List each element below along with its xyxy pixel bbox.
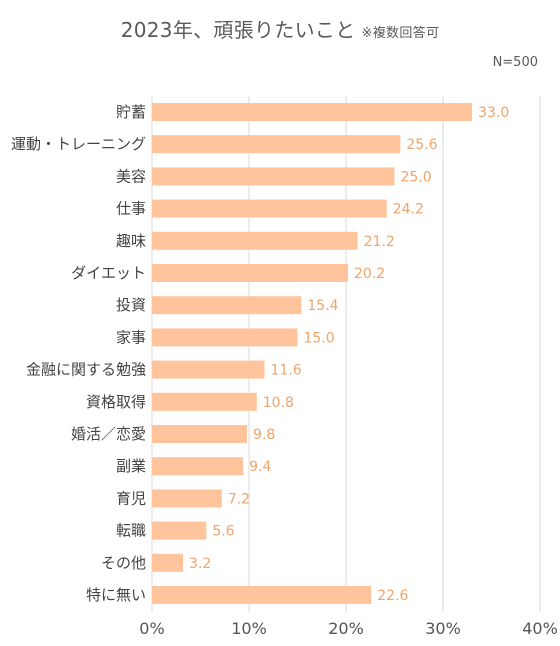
value-label-1: 25.6 xyxy=(406,137,437,153)
x-tick-label-2: 20% xyxy=(328,619,364,638)
value-label-13: 5.6 xyxy=(212,524,234,540)
value-label-10: 9.8 xyxy=(253,427,275,443)
value-label-3: 24.2 xyxy=(393,202,424,218)
value-label-4: 21.2 xyxy=(364,234,395,250)
category-label-2: 美容 xyxy=(116,167,146,185)
bar-11 xyxy=(152,457,244,476)
sample-size-label: N=500 xyxy=(492,55,538,70)
value-label-9: 10.8 xyxy=(263,395,294,411)
value-label-14: 3.2 xyxy=(189,556,211,572)
bar-0 xyxy=(152,103,473,121)
category-label-1: 運動・トレーニング xyxy=(11,135,146,153)
category-label-10: 婚活／恋愛 xyxy=(71,425,146,443)
x-tick-label-1: 10% xyxy=(231,619,267,638)
chart-subtitle: ※複数回答可 xyxy=(361,26,440,41)
category-label-14: その他 xyxy=(101,554,146,572)
category-label-4: 趣味 xyxy=(116,232,146,250)
bar-2 xyxy=(152,167,395,186)
bar-14 xyxy=(152,553,184,572)
value-label-5: 20.2 xyxy=(354,266,385,282)
bar-6 xyxy=(152,296,302,315)
chart-title: 2023年、頑張りたいこと ※複数回答可 xyxy=(0,14,560,43)
bar-8 xyxy=(152,360,265,379)
category-label-7: 家事 xyxy=(116,328,146,346)
bar-7 xyxy=(152,328,298,347)
value-label-8: 11.6 xyxy=(271,363,302,379)
category-label-15: 特に無い xyxy=(86,586,146,604)
bar-3 xyxy=(152,199,387,218)
category-label-11: 副業 xyxy=(116,457,146,475)
bar-13 xyxy=(152,521,207,540)
x-tick-label-3: 30% xyxy=(425,619,461,638)
category-label-6: 投資 xyxy=(116,296,146,314)
category-label-3: 仕事 xyxy=(116,200,146,218)
chart-title-text: 2023年、頑張りたいこと xyxy=(120,18,356,42)
bar-10 xyxy=(152,425,248,443)
category-label-12: 育児 xyxy=(116,489,146,507)
bar-9 xyxy=(152,392,257,411)
bar-12 xyxy=(152,489,222,508)
value-label-0: 33.0 xyxy=(478,105,509,121)
value-label-2: 25.0 xyxy=(401,169,432,185)
category-label-9: 資格取得 xyxy=(86,393,146,411)
value-label-11: 9.4 xyxy=(249,459,271,475)
value-label-12: 7.2 xyxy=(228,491,250,507)
bar-5 xyxy=(152,264,348,282)
category-label-13: 転職 xyxy=(116,522,146,540)
x-tick-label-0: 0% xyxy=(139,619,164,638)
category-label-0: 貯蓄 xyxy=(116,103,146,121)
value-label-15: 22.6 xyxy=(377,588,408,604)
value-label-6: 15.4 xyxy=(307,298,338,314)
bar-1 xyxy=(152,135,401,154)
value-label-7: 15.0 xyxy=(304,330,335,346)
category-label-5: ダイエット xyxy=(71,264,146,282)
x-tick-label-4: 40% xyxy=(522,619,558,638)
bar-4 xyxy=(152,231,358,250)
category-label-8: 金融に関する勉強 xyxy=(26,361,146,379)
bar-15 xyxy=(152,586,372,604)
